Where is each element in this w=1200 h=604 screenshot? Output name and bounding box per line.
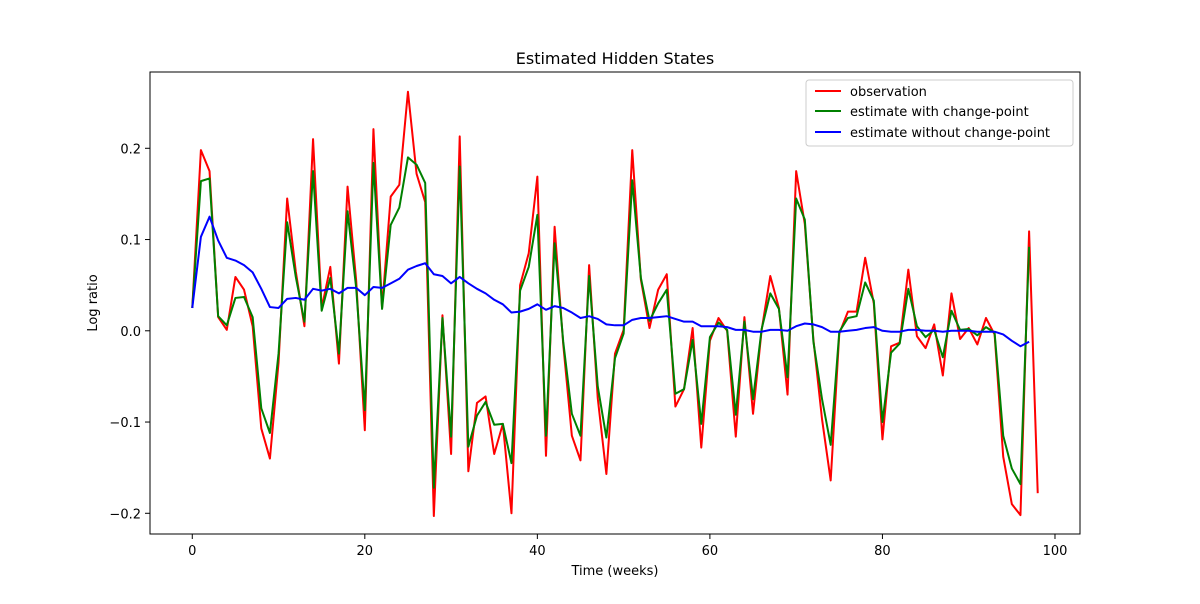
x-axis-ticks: 0 20 40 60 80 100 (188, 534, 1067, 559)
x-tick-label: 60 (702, 544, 719, 559)
series-layer (191, 90, 1039, 518)
y-tick-label: −0.1 (109, 416, 141, 431)
series-line-estimate-without-change-point (191, 215, 1030, 348)
y-tick-label: 0.1 (120, 234, 141, 249)
y-tick-label: −0.2 (109, 507, 141, 522)
chart-title: Estimated Hidden States (516, 49, 714, 68)
y-axis-ticks: −0.2 −0.1 0.0 0.1 0.2 (109, 142, 150, 522)
legend-label-estimate-without-change-point: estimate without change-point (850, 126, 1050, 141)
x-tick-label: 80 (874, 544, 891, 559)
legend-label-observation: observation (850, 85, 927, 100)
y-tick-label: 0.0 (120, 325, 141, 340)
y-tick-label: 0.2 (120, 142, 141, 157)
legend-box (805, 79, 1074, 147)
x-tick-label: 40 (529, 544, 546, 559)
x-tick-label: 20 (357, 544, 374, 559)
legend-label-estimate-with-change-point: estimate with change-point (850, 105, 1029, 120)
legend: observation estimate with change-point e… (805, 79, 1074, 147)
x-axis-label: Time (weeks) (570, 564, 658, 579)
y-axis-label: Log ratio (86, 274, 101, 331)
plot-frame (149, 71, 1081, 535)
x-tick-label: 100 (1043, 544, 1068, 559)
x-tick-label: 0 (188, 544, 196, 559)
